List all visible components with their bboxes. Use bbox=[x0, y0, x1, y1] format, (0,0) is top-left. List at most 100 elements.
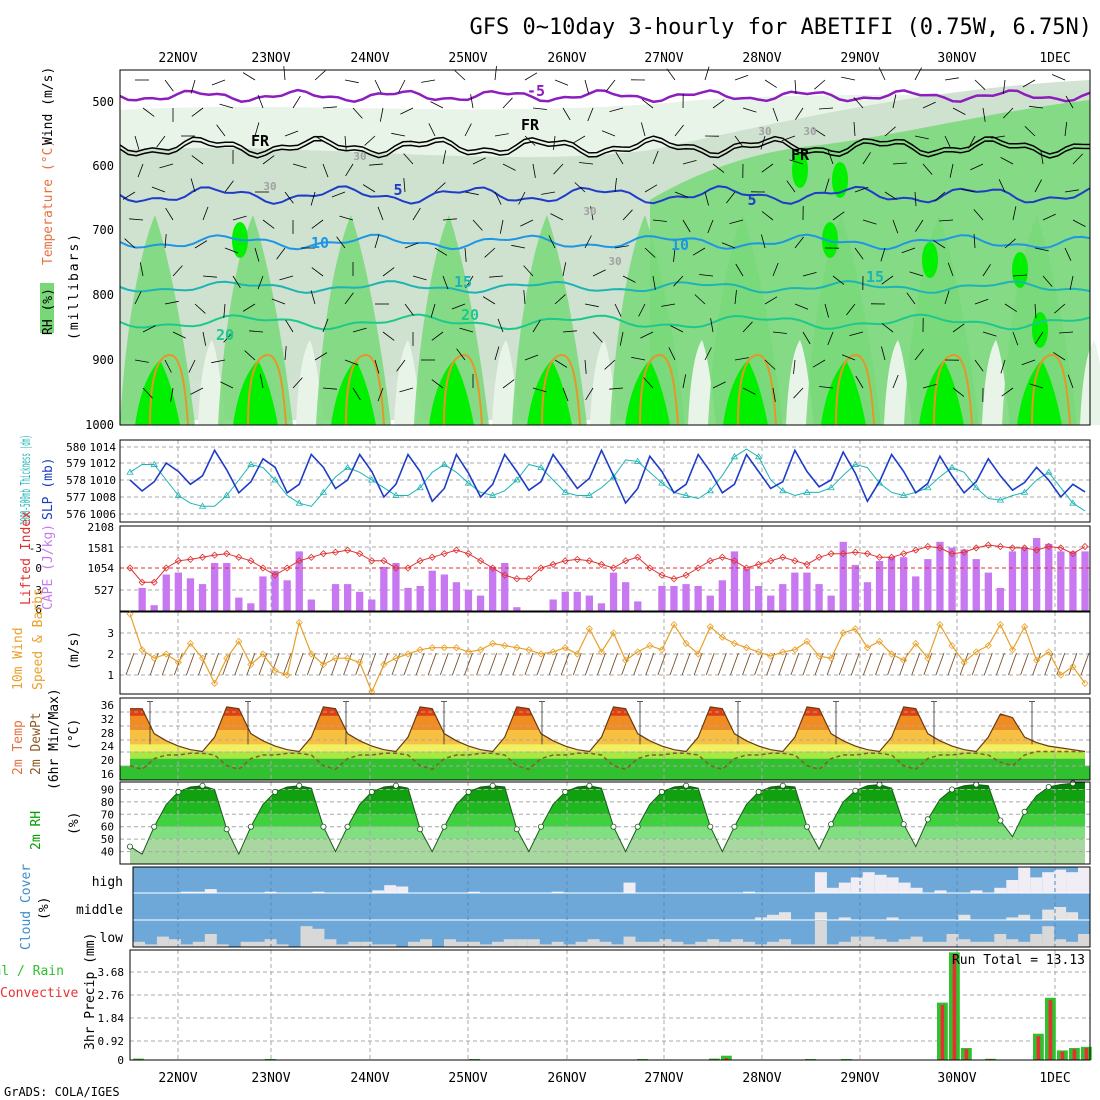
surface-wind-barb bbox=[464, 652, 473, 676]
wind-speed-point bbox=[888, 650, 896, 658]
cloud-bar bbox=[456, 941, 468, 947]
li-point bbox=[730, 557, 738, 565]
cloud-frame bbox=[132, 866, 1091, 948]
wind-barb bbox=[434, 247, 448, 256]
surface-wind-barb bbox=[560, 652, 570, 676]
wind-barb bbox=[944, 290, 950, 305]
thickness-point bbox=[416, 483, 424, 491]
cape-bar bbox=[138, 587, 146, 611]
rh-point bbox=[344, 823, 351, 830]
rh-point bbox=[199, 782, 206, 789]
cape-bar bbox=[380, 566, 388, 611]
cloud-bar bbox=[312, 928, 325, 947]
contour-label: 30 bbox=[608, 255, 621, 268]
wind-barb bbox=[794, 236, 804, 249]
wind-barb bbox=[944, 135, 952, 149]
wind-barb bbox=[712, 381, 726, 389]
upper-frame bbox=[119, 69, 1091, 426]
lifted-index-line bbox=[120, 541, 1090, 586]
cape-bar bbox=[271, 570, 279, 611]
contour-label: 5 bbox=[747, 191, 756, 209]
li-tick: 3 bbox=[35, 584, 42, 597]
cloud-bar bbox=[1066, 872, 1079, 893]
li-point bbox=[779, 553, 787, 561]
wind-barb bbox=[729, 219, 744, 224]
wind-barb bbox=[892, 94, 897, 109]
wind-barb bbox=[502, 379, 515, 389]
wind-barb bbox=[692, 247, 706, 256]
contour-label: 30 bbox=[803, 125, 816, 138]
rh-tick: 60 bbox=[101, 821, 114, 834]
rh-dry-column bbox=[296, 340, 324, 425]
wind-barb bbox=[914, 348, 924, 361]
ylabel-10m-wind: 10m Wind bbox=[11, 627, 26, 690]
wind-barb bbox=[854, 186, 869, 193]
li-point bbox=[658, 571, 666, 579]
wind-barb bbox=[892, 162, 908, 165]
wind-barb bbox=[279, 275, 294, 281]
wind-barb bbox=[532, 319, 541, 333]
wind-barb bbox=[497, 318, 504, 333]
cape-bar bbox=[972, 559, 980, 611]
contour-labels: -5 FR FR FR 5 5 10 10 15 15 20 20 30 30 30 30 30 30 bbox=[216, 82, 884, 344]
wind-barb bbox=[1054, 303, 1066, 314]
temp-tick: 24 bbox=[101, 740, 115, 753]
cloud-bar bbox=[336, 944, 349, 947]
cloud-bar bbox=[814, 921, 827, 947]
li-point bbox=[609, 564, 618, 572]
cape-bar bbox=[875, 561, 884, 611]
cloud-bar bbox=[695, 941, 708, 947]
wind-barb bbox=[472, 157, 486, 165]
contour-label: 30 bbox=[263, 180, 276, 193]
wind-speed-point bbox=[694, 650, 702, 658]
wind-speed-point bbox=[718, 633, 726, 641]
thickness-point bbox=[174, 491, 183, 498]
surface-wind-barb bbox=[657, 652, 667, 676]
precip-convective-bar bbox=[1084, 1048, 1089, 1060]
cloud-bar bbox=[814, 912, 827, 920]
wind-barb bbox=[377, 387, 384, 402]
wind-barb bbox=[1042, 275, 1053, 287]
wind-speed-point bbox=[646, 642, 654, 650]
wind-barb bbox=[666, 68, 676, 81]
thickness-point bbox=[223, 491, 231, 498]
wind-barb bbox=[412, 275, 427, 281]
wind-barb bbox=[262, 219, 275, 229]
wind-barb bbox=[670, 325, 684, 333]
wind-barb bbox=[494, 66, 497, 81]
cloud-bar bbox=[1018, 941, 1031, 947]
wind-barb bbox=[494, 133, 509, 137]
cloud-bar bbox=[743, 941, 756, 947]
rh-point bbox=[804, 823, 811, 830]
wind-barb bbox=[520, 219, 534, 227]
rh-point bbox=[1021, 808, 1028, 815]
wind-barb bbox=[854, 247, 864, 260]
wind-barb bbox=[164, 234, 167, 249]
cloud-bar bbox=[264, 891, 277, 893]
precip-frame bbox=[129, 949, 1091, 1061]
wind-barb bbox=[601, 130, 616, 137]
wind-speed-point bbox=[537, 650, 545, 658]
cape-bar bbox=[839, 541, 847, 611]
surface-wind-barb bbox=[572, 652, 582, 676]
wind-barb bbox=[554, 79, 569, 86]
rh-point bbox=[755, 788, 762, 795]
surface-wind-barb bbox=[1032, 652, 1042, 676]
rh-band bbox=[130, 801, 1085, 815]
wind-barb bbox=[998, 179, 1006, 193]
surface-wind-barbs bbox=[125, 652, 1090, 676]
wind-speed-point bbox=[791, 646, 799, 654]
precip-bars bbox=[133, 952, 1092, 1060]
wind-barb bbox=[430, 101, 444, 109]
wind-barb bbox=[644, 184, 658, 193]
wind-barb bbox=[553, 163, 564, 175]
wind-barb bbox=[1053, 352, 1066, 361]
wind-barb bbox=[232, 275, 241, 289]
slp-tick: 1008 bbox=[90, 491, 117, 504]
ylabel-thickness: 1000-500mb Thickness (dm) bbox=[19, 435, 34, 525]
wind-speed-point bbox=[380, 660, 388, 669]
li-point bbox=[984, 541, 992, 549]
wind-barb bbox=[523, 265, 534, 277]
cape-bar bbox=[452, 582, 461, 611]
wind-barb bbox=[699, 274, 714, 277]
